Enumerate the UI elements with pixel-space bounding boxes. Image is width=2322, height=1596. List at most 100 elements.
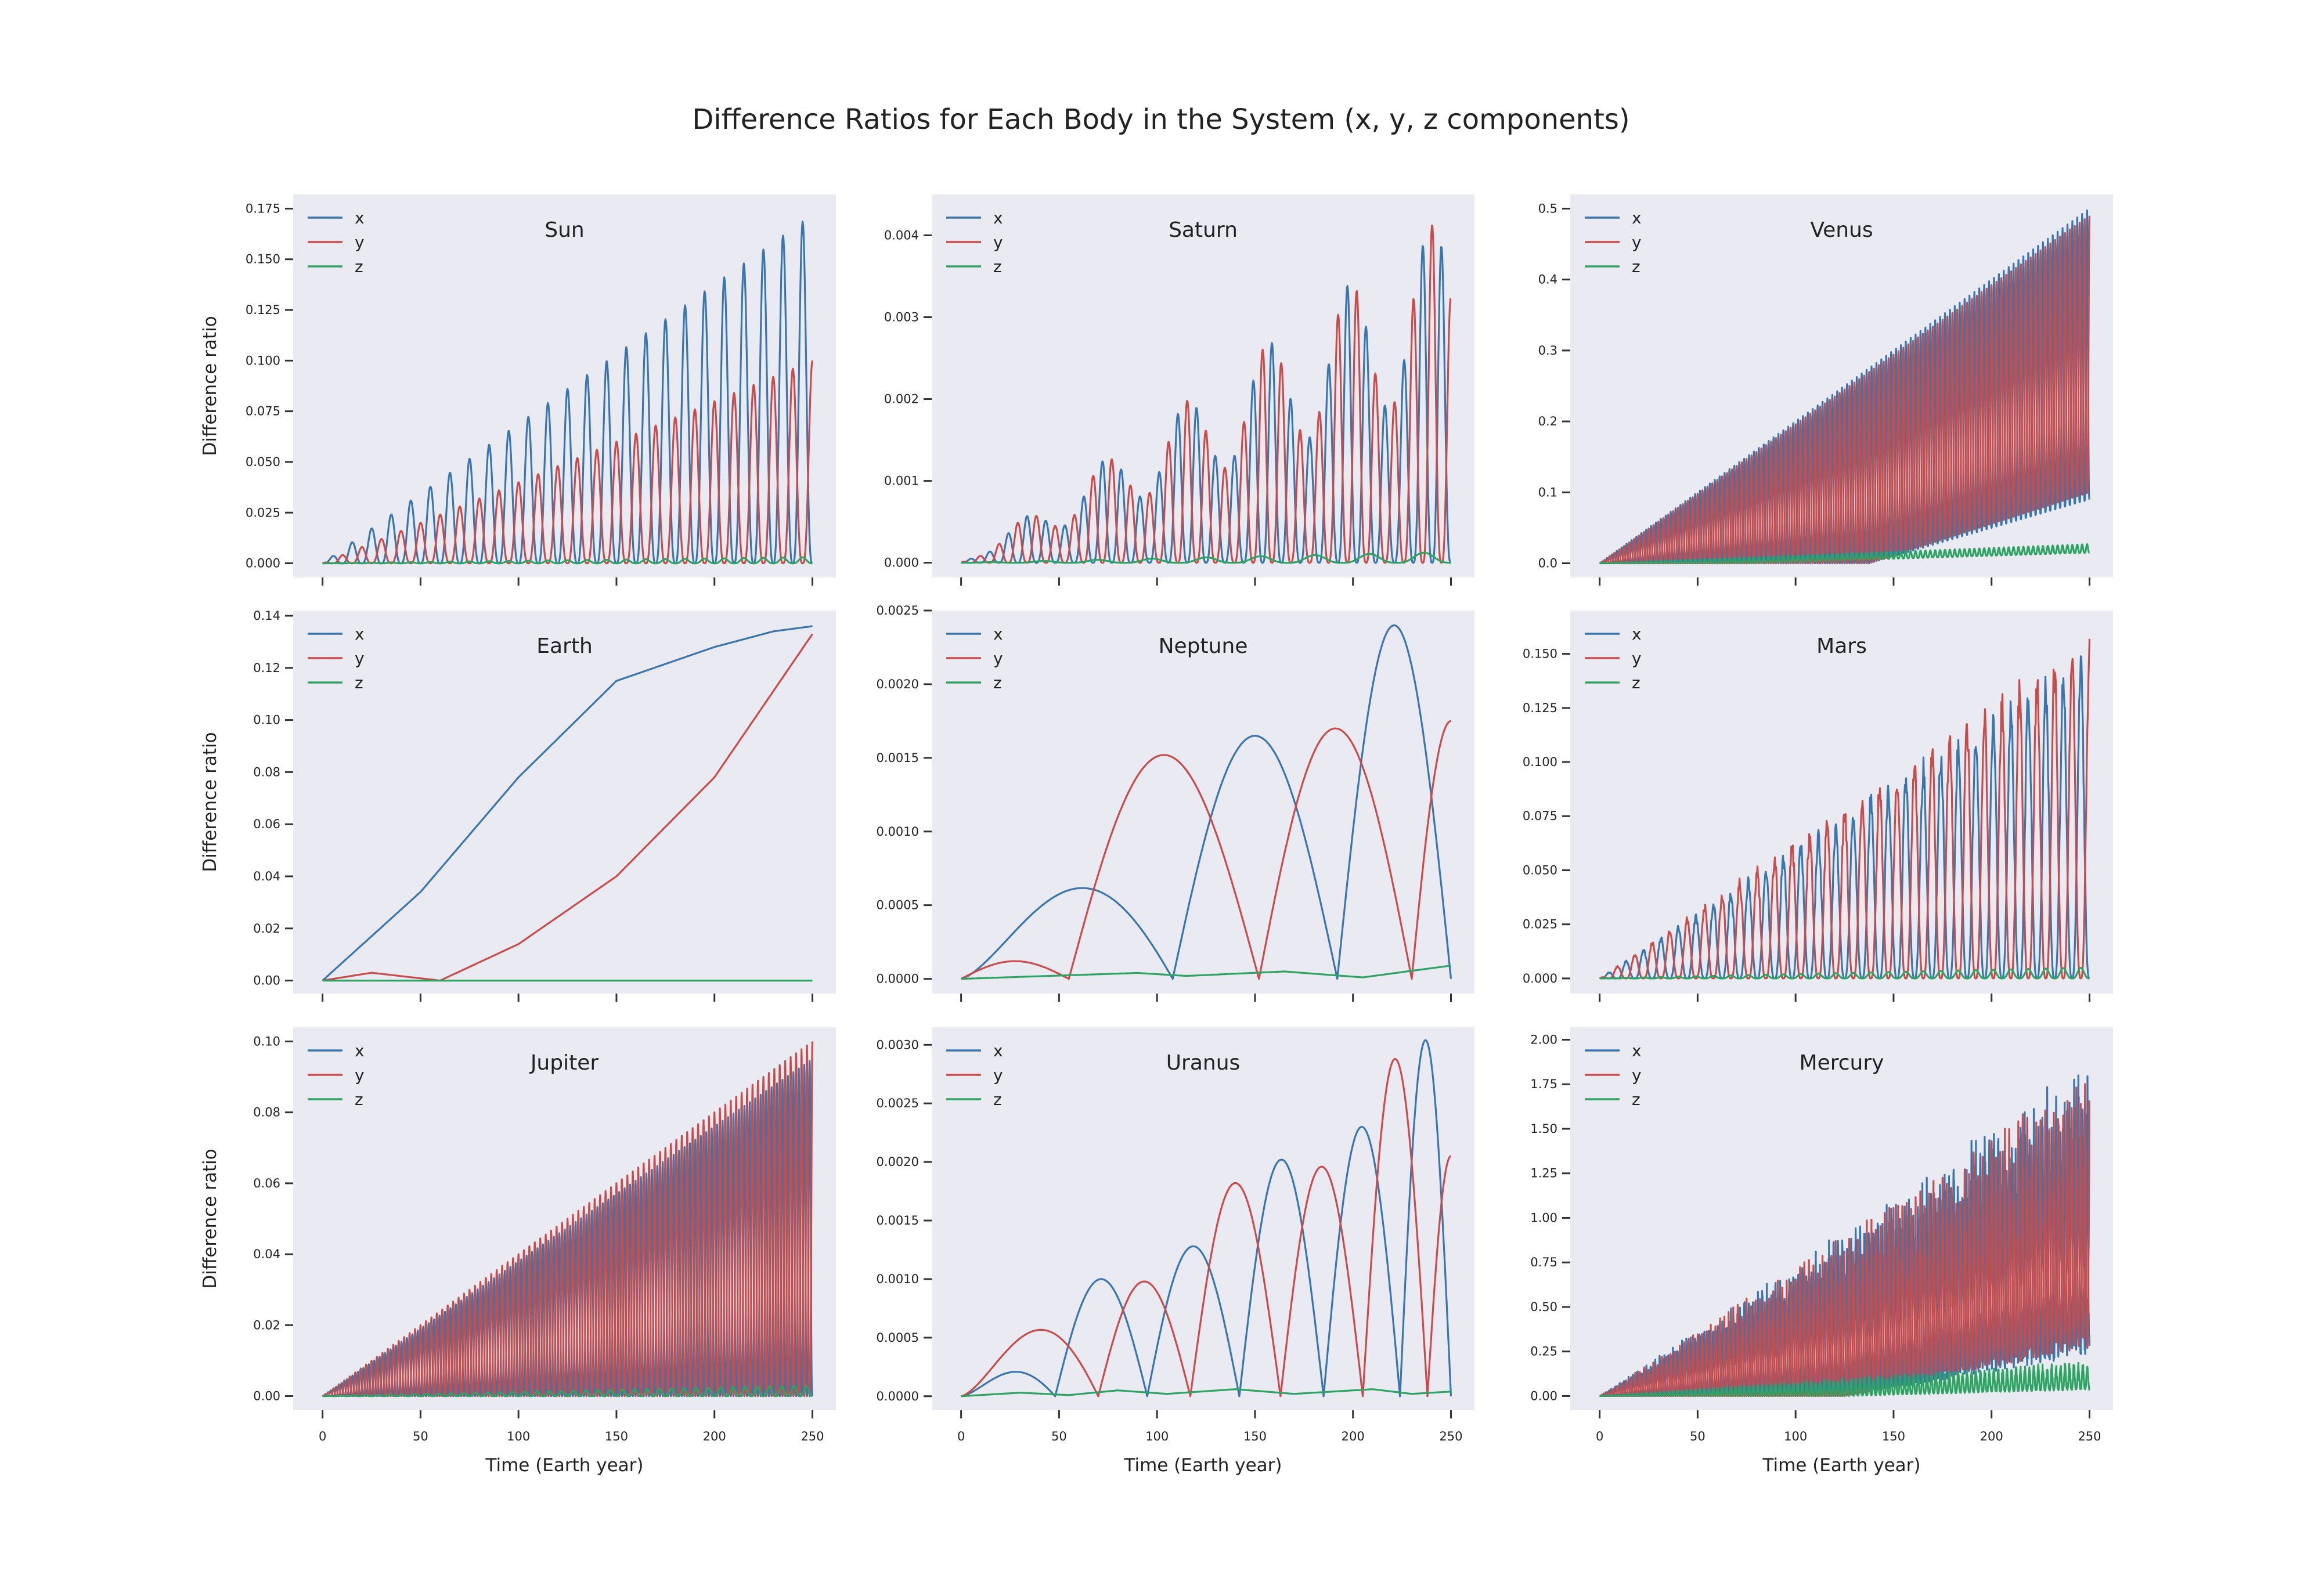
x-axis-label-mercury: Time (Earth year) <box>1762 1455 1920 1476</box>
legend-label-z-mars: z <box>1632 673 1640 692</box>
y-tick-label-jupiter: 0.00 <box>253 1389 280 1403</box>
legend-label-x-uranus: x <box>993 1041 1003 1060</box>
subplot-title-mercury: Mercury <box>1800 1051 1884 1075</box>
y-tick-label-sun: 0.175 <box>246 201 280 215</box>
series-line-z-neptune <box>961 965 1451 980</box>
x-tick-label-mercury: 250 <box>2078 1429 2101 1443</box>
series-line-x-earth <box>322 625 813 981</box>
series-line-y-jupiter <box>322 1041 814 1398</box>
series-line-y-neptune <box>960 720 1451 980</box>
x-tick-label-uranus: 150 <box>1243 1429 1267 1443</box>
y-tick-label-neptune: 0.0000 <box>877 972 919 986</box>
x-tick-label-uranus: 250 <box>1439 1429 1462 1443</box>
y-tick-label-uranus: 0.0005 <box>877 1331 919 1345</box>
x-tick-label-uranus: 50 <box>1051 1429 1067 1443</box>
legend-label-x-sun: x <box>355 208 365 228</box>
legend-label-x-jupiter: x <box>355 1041 365 1060</box>
series-line-y-saturn <box>960 225 1452 564</box>
legend-label-y-venus: y <box>1632 233 1642 252</box>
subplot-title-saturn: Saturn <box>1169 218 1238 242</box>
subplot-uranus: 0.0000 0.0005 0.0010 0.0015 0.0020 0.0025 0.00… <box>877 1027 1474 1476</box>
legend-label-x-mercury: x <box>1632 1041 1642 1060</box>
legend-label-z-neptune: z <box>993 673 1002 692</box>
series-line-y-mars <box>1599 638 2091 980</box>
series-line-z-mars <box>1599 967 2090 980</box>
figure-title: Difference Ratios for Each Body in the S… <box>692 103 1630 136</box>
legend-label-x-earth: x <box>355 624 365 644</box>
y-tick-label-mars: 0.100 <box>1523 755 1557 769</box>
subplot-title-mars: Mars <box>1816 634 1867 658</box>
y-tick-label-uranus: 0.0000 <box>877 1389 919 1403</box>
x-tick-label-uranus: 200 <box>1342 1429 1365 1443</box>
subplot-title-sun: Sun <box>545 218 584 242</box>
series-line-y-venus <box>1599 215 2091 565</box>
y-tick-label-jupiter: 0.04 <box>253 1247 280 1261</box>
y-tick-label-mercury: 2.00 <box>1530 1032 1557 1046</box>
legend-label-y-uranus: y <box>993 1066 1003 1085</box>
y-tick-label-jupiter: 0.06 <box>253 1176 280 1190</box>
series-line-z-venus <box>1599 543 2090 565</box>
y-tick-label-uranus: 0.0025 <box>877 1096 919 1110</box>
subplot-venus: 0.0 0.1 0.2 0.3 0.4 0.5 Venus xyz <box>1538 194 2113 586</box>
y-tick-label-neptune: 0.0020 <box>877 677 919 691</box>
x-axis-label-jupiter: Time (Earth year) <box>485 1455 643 1476</box>
y-tick-label-earth: 0.04 <box>253 869 280 883</box>
subplot-earth: 0.00 0.02 0.04 0.06 0.08 0.10 0.12 0.14 Earth xyz… <box>200 609 836 1002</box>
x-tick-label-jupiter: 150 <box>605 1429 628 1443</box>
y-tick-label-earth: 0.14 <box>253 609 280 623</box>
legend-label-y-earth: y <box>355 649 365 668</box>
series-line-z-mercury <box>1599 1362 2090 1397</box>
y-tick-label-mercury: 1.25 <box>1530 1167 1557 1180</box>
y-tick-label-jupiter: 0.10 <box>253 1034 280 1048</box>
y-tick-label-earth: 0.08 <box>253 765 280 779</box>
y-tick-label-venus: 0.5 <box>1538 201 1557 215</box>
x-tick-label-uranus: 0 <box>957 1429 965 1443</box>
legend-label-y-saturn: y <box>993 233 1003 252</box>
y-tick-label-neptune: 0.0015 <box>877 751 919 765</box>
series-line-z-jupiter <box>322 1384 813 1398</box>
y-tick-label-sun: 0.025 <box>246 505 280 519</box>
x-tick-label-jupiter: 50 <box>413 1429 428 1443</box>
legend-label-z-mercury: z <box>1632 1090 1640 1109</box>
y-tick-label-uranus: 0.0020 <box>877 1155 919 1169</box>
y-tick-label-mercury: 1.00 <box>1530 1211 1557 1225</box>
series-line-y-uranus <box>961 1057 1452 1398</box>
y-tick-label-mercury: 0.00 <box>1530 1389 1557 1403</box>
y-tick-label-jupiter: 0.08 <box>253 1106 280 1120</box>
y-tick-label-mars: 0.050 <box>1523 863 1557 877</box>
legend-label-x-neptune: x <box>993 624 1003 644</box>
y-tick-label-mercury: 1.75 <box>1530 1077 1557 1091</box>
y-tick-label-mars: 0.125 <box>1523 701 1557 715</box>
y-tick-label-saturn: 0.000 <box>884 556 919 570</box>
legend-label-y-mars: y <box>1632 649 1642 668</box>
legend-label-z-saturn: z <box>993 257 1002 276</box>
y-tick-label-uranus: 0.0015 <box>877 1214 919 1227</box>
y-axis-label-sun: Difference ratio <box>200 316 221 456</box>
legend-label-z-venus: z <box>1632 257 1640 276</box>
subplot-mercury: 0.00 0.25 0.50 0.75 1.00 1.25 1.50 1.75 2.00 0 50 1… <box>1530 1027 2113 1476</box>
legend-label-z-jupiter: z <box>355 1090 363 1109</box>
y-tick-label-venus: 0.2 <box>1538 414 1557 428</box>
y-tick-label-sun: 0.050 <box>246 455 280 469</box>
y-tick-label-venus: 0.4 <box>1538 273 1557 287</box>
subplot-mars: 0.000 0.025 0.050 0.075 0.100 0.125 0.150 Mars x… <box>1523 611 2113 1002</box>
x-tick-label-mercury: 50 <box>1690 1429 1706 1443</box>
x-axis-label-uranus: Time (Earth year) <box>1123 1455 1282 1476</box>
y-tick-label-mercury: 0.50 <box>1530 1300 1557 1314</box>
y-tick-label-earth: 0.02 <box>253 922 280 936</box>
y-tick-label-saturn: 0.001 <box>884 474 919 488</box>
legend-label-x-mars: x <box>1632 624 1642 644</box>
series-line-x-uranus <box>961 1039 1452 1398</box>
series-line-z-sun <box>322 556 813 565</box>
y-tick-label-saturn: 0.002 <box>884 392 919 406</box>
x-tick-label-mercury: 0 <box>1596 1429 1603 1443</box>
x-tick-label-mercury: 100 <box>1784 1429 1807 1443</box>
legend-label-x-saturn: x <box>993 208 1003 228</box>
series-line-z-saturn <box>961 551 1452 564</box>
x-tick-label-jupiter: 0 <box>319 1429 326 1443</box>
series-line-x-saturn <box>961 245 1452 564</box>
y-tick-label-saturn: 0.003 <box>884 310 919 324</box>
y-tick-label-mars: 0.075 <box>1523 809 1557 823</box>
